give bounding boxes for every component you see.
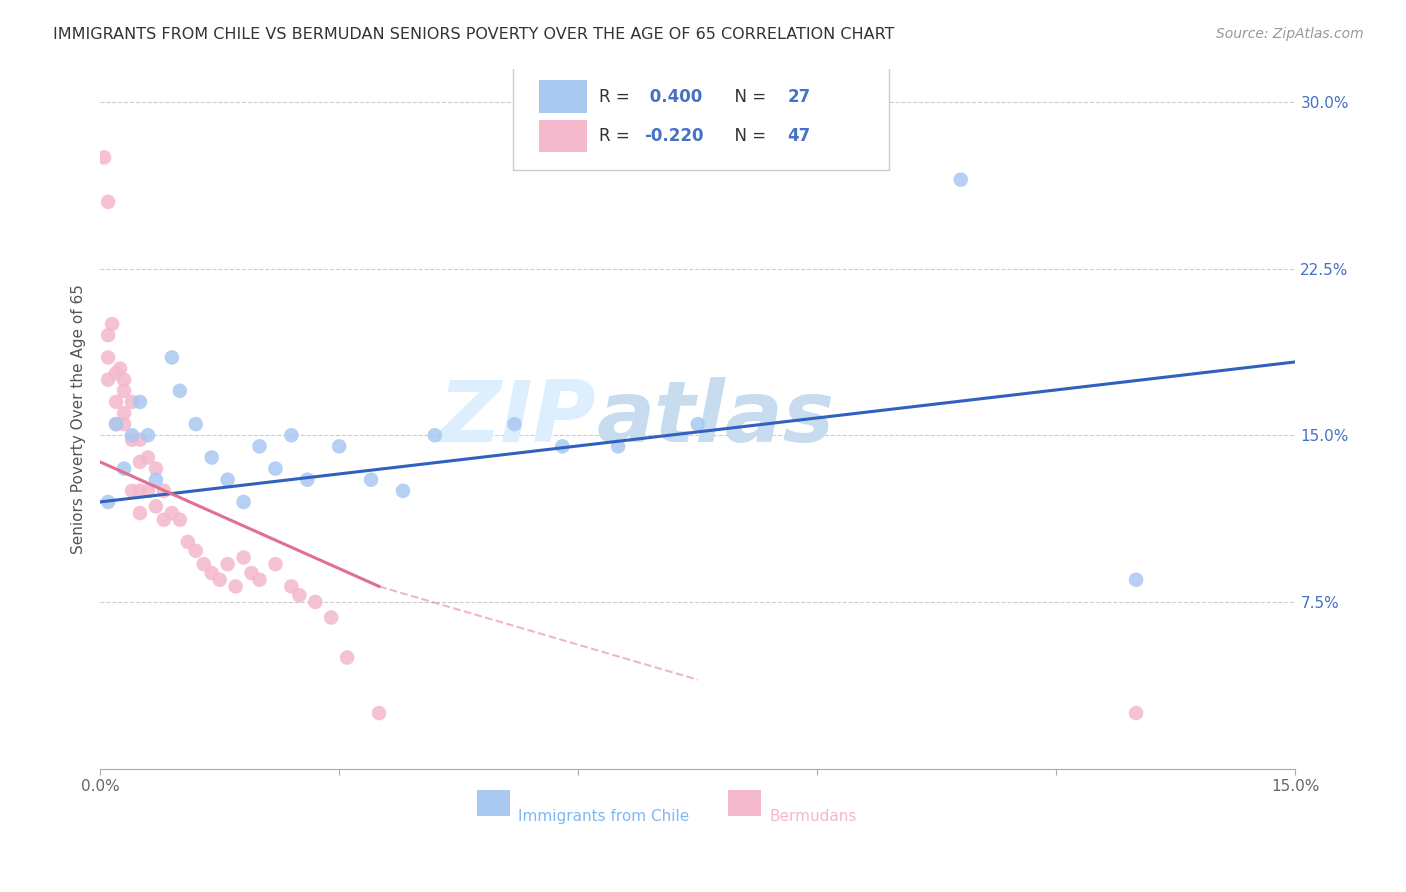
- Point: [105, 417, 128, 431]
- FancyBboxPatch shape: [477, 789, 510, 816]
- Point: [93, 150, 115, 164]
- Point: [153, 513, 176, 527]
- Point: [112, 406, 135, 420]
- Point: [129, 483, 152, 498]
- Text: Bermudans: Bermudans: [769, 809, 856, 824]
- Text: atlas: atlas: [596, 377, 834, 460]
- Point: [336, 650, 359, 665]
- FancyBboxPatch shape: [538, 80, 586, 112]
- Point: [129, 455, 152, 469]
- Point: [232, 550, 254, 565]
- Point: [217, 557, 239, 571]
- Point: [136, 428, 159, 442]
- Text: IMMIGRANTS FROM CHILE VS BERMUDAN SENIORS POVERTY OVER THE AGE OF 65 CORRELATION: IMMIGRANTS FROM CHILE VS BERMUDAN SENIOR…: [53, 27, 896, 42]
- FancyBboxPatch shape: [728, 789, 761, 816]
- Point: [201, 566, 224, 580]
- Point: [121, 428, 143, 442]
- Point: [288, 588, 311, 602]
- Point: [949, 172, 972, 186]
- Point: [392, 483, 415, 498]
- FancyBboxPatch shape: [538, 120, 586, 152]
- Point: [321, 610, 343, 624]
- Point: [249, 439, 271, 453]
- Point: [145, 473, 167, 487]
- Text: -0.220: -0.220: [644, 127, 703, 145]
- Point: [112, 384, 135, 398]
- Point: [97, 373, 120, 387]
- Text: R =: R =: [599, 87, 634, 105]
- Text: Source: ZipAtlas.com: Source: ZipAtlas.com: [1216, 27, 1364, 41]
- Point: [169, 513, 191, 527]
- Point: [217, 473, 239, 487]
- Point: [193, 557, 215, 571]
- Point: [423, 428, 446, 442]
- Point: [121, 395, 143, 409]
- Point: [184, 417, 207, 431]
- Point: [232, 495, 254, 509]
- Point: [304, 595, 326, 609]
- Point: [208, 573, 231, 587]
- Point: [184, 544, 207, 558]
- Point: [551, 439, 574, 453]
- Point: [112, 373, 135, 387]
- Point: [1125, 573, 1147, 587]
- Point: [108, 361, 131, 376]
- Point: [112, 417, 135, 431]
- Point: [160, 351, 183, 365]
- Point: [136, 483, 159, 498]
- Text: Immigrants from Chile: Immigrants from Chile: [519, 809, 690, 824]
- Point: [129, 506, 152, 520]
- Point: [240, 566, 263, 580]
- Point: [97, 351, 120, 365]
- Text: ZIP: ZIP: [439, 377, 596, 460]
- Point: [201, 450, 224, 465]
- Point: [503, 417, 526, 431]
- Text: N =: N =: [724, 127, 772, 145]
- Text: 47: 47: [787, 127, 811, 145]
- Point: [145, 500, 167, 514]
- Point: [101, 317, 124, 331]
- Point: [136, 450, 159, 465]
- FancyBboxPatch shape: [513, 62, 889, 170]
- Point: [264, 461, 287, 475]
- Point: [153, 483, 176, 498]
- Point: [1125, 706, 1147, 720]
- Point: [129, 433, 152, 447]
- Text: 0.400: 0.400: [644, 87, 702, 105]
- Point: [97, 194, 120, 209]
- Point: [97, 328, 120, 343]
- Point: [121, 483, 143, 498]
- Point: [368, 706, 391, 720]
- Point: [105, 366, 128, 380]
- Text: R =: R =: [599, 127, 634, 145]
- Y-axis label: Seniors Poverty Over the Age of 65: Seniors Poverty Over the Age of 65: [72, 284, 86, 554]
- Point: [105, 395, 128, 409]
- Point: [225, 579, 247, 593]
- Point: [607, 439, 630, 453]
- Point: [160, 506, 183, 520]
- Point: [129, 395, 152, 409]
- Point: [145, 461, 167, 475]
- Point: [169, 384, 191, 398]
- Point: [280, 428, 302, 442]
- Point: [297, 473, 319, 487]
- Text: N =: N =: [724, 87, 772, 105]
- Point: [328, 439, 350, 453]
- Point: [177, 535, 200, 549]
- Text: 27: 27: [787, 87, 811, 105]
- Point: [360, 473, 382, 487]
- Point: [112, 461, 135, 475]
- Point: [97, 495, 120, 509]
- Point: [686, 417, 709, 431]
- Point: [121, 433, 143, 447]
- Point: [249, 573, 271, 587]
- Point: [280, 579, 302, 593]
- Point: [264, 557, 287, 571]
- Point: [105, 417, 128, 431]
